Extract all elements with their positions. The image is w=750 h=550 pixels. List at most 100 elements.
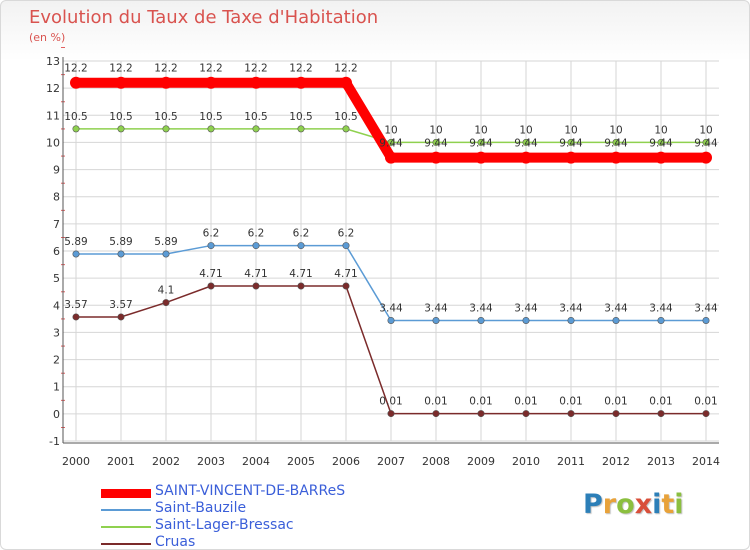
legend-swatch: [101, 488, 151, 498]
data-point: [475, 151, 487, 164]
data-point: [387, 316, 395, 324]
y-tick-label: 6: [53, 245, 60, 258]
y-tick-label: 11: [46, 109, 60, 122]
data-point: [252, 125, 260, 133]
data-point: [207, 282, 215, 290]
data-label: 0.01: [379, 396, 402, 408]
data-point: [477, 138, 485, 146]
data-point: [207, 125, 215, 133]
data-point: [250, 76, 262, 89]
legend-label: Saint-Bauzile: [155, 500, 247, 516]
data-point: [610, 151, 622, 164]
x-tick-label: 2002: [152, 455, 180, 468]
legend-swatch: [101, 509, 151, 511]
data-label: 9.44: [379, 138, 403, 150]
data-point: [115, 76, 127, 89]
legend-label: Saint-Lager-Bressac: [155, 517, 294, 533]
data-label: 0.01: [424, 396, 447, 408]
data-label: 9.44: [694, 138, 718, 150]
data-point: [522, 410, 530, 418]
data-label: 9.44: [604, 138, 628, 150]
y-tick-label: 12: [46, 82, 60, 95]
data-label: 6.2: [293, 228, 310, 240]
y-tick-label: -1: [49, 435, 60, 448]
logo-letter: i: [652, 489, 662, 520]
data-point: [297, 282, 305, 290]
data-point: [432, 316, 440, 324]
data-label: 10.5: [289, 111, 312, 123]
data-label: 3.44: [649, 302, 673, 314]
data-label: 4.1: [158, 285, 175, 297]
data-point: [297, 125, 305, 133]
legend-label: Cruas: [155, 534, 196, 550]
x-tick-label: 2012: [602, 455, 630, 468]
data-label: 6.2: [338, 228, 355, 240]
data-point: [387, 138, 395, 146]
data-point: [567, 410, 575, 418]
data-label: 10.5: [334, 111, 357, 123]
data-label: 3.44: [559, 302, 583, 314]
data-label: 10.5: [154, 111, 177, 123]
x-tick-label: 2008: [422, 455, 450, 468]
x-tick-label: 2009: [467, 455, 495, 468]
data-label: 3.44: [604, 302, 628, 314]
data-point: [432, 138, 440, 146]
data-label: 10: [429, 124, 442, 136]
data-point: [522, 316, 530, 324]
data-label: 3.44: [424, 302, 448, 314]
x-tick-label: 2010: [512, 455, 540, 468]
y-tick-label: 2: [53, 354, 60, 367]
y-tick-label: 1: [53, 381, 60, 394]
data-label: 10: [384, 124, 397, 136]
data-point: [162, 299, 170, 307]
y-tick-label: 4: [53, 299, 60, 312]
data-label: 10.5: [109, 111, 132, 123]
data-label: 12.2: [64, 63, 87, 75]
data-point: [565, 151, 577, 164]
data-label: 10: [519, 124, 532, 136]
data-label: 3.44: [379, 302, 403, 314]
data-point: [657, 316, 665, 324]
data-label: 4.71: [334, 268, 357, 280]
data-point: [430, 151, 442, 164]
data-label: 10: [609, 124, 622, 136]
data-point: [297, 242, 305, 250]
y-tick-label: 13: [46, 55, 60, 68]
logo-letter: t: [661, 489, 675, 520]
data-label: 0.01: [649, 396, 672, 408]
data-label: 4.71: [244, 268, 267, 280]
data-point: [702, 316, 710, 324]
x-tick-label: 2014: [692, 455, 720, 468]
data-label: 12.2: [199, 63, 222, 75]
data-point: [117, 313, 125, 321]
data-point: [162, 125, 170, 133]
legend-swatch: [101, 526, 151, 528]
data-point: [207, 242, 215, 250]
data-point: [117, 125, 125, 133]
data-point: [387, 410, 395, 418]
data-label: 0.01: [514, 396, 537, 408]
data-label: 0.01: [469, 396, 492, 408]
data-label: 3.57: [64, 299, 87, 311]
data-label: 9.44: [424, 138, 448, 150]
data-label: 12.2: [289, 63, 312, 75]
data-label: 12.2: [334, 63, 357, 75]
data-label: 3.57: [109, 299, 132, 311]
y-tick-label: 10: [46, 136, 60, 149]
data-point: [252, 242, 260, 250]
data-label: 5.89: [64, 236, 87, 248]
data-label: 12.2: [244, 63, 267, 75]
chart-title: Evolution du Taux de Taxe d'Habitation: [29, 7, 379, 28]
data-label: 9.44: [649, 138, 673, 150]
data-point: [612, 410, 620, 418]
data-point: [702, 410, 710, 418]
y-tick-label: 0: [53, 408, 60, 421]
logo-letter: o: [616, 489, 635, 520]
logo-letter: P: [583, 489, 603, 520]
y-tick-label: 5: [53, 272, 60, 285]
data-point: [612, 138, 620, 146]
data-point: [340, 76, 352, 89]
data-point: [160, 76, 172, 89]
data-point: [342, 242, 350, 250]
legend-swatch: [101, 543, 151, 545]
